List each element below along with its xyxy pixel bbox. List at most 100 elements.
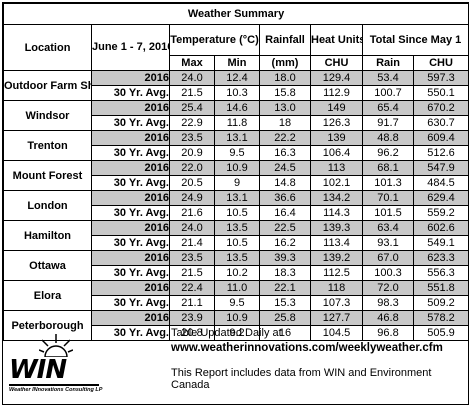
rainfall-cell: 22.2	[259, 130, 311, 146]
chu-cell: 139.2	[310, 250, 363, 266]
max-temp-cell: 21.5	[169, 85, 215, 101]
max-temp-cell: 21.6	[169, 205, 215, 221]
year-label: 2016	[91, 190, 170, 206]
min-temp-cell: 10.5	[214, 205, 260, 221]
table-row: Elora 2016 22.4 11.0 22.1 118 72.0 551.8	[3, 280, 470, 311]
header-chu: CHU	[310, 55, 363, 71]
rainfall-cell: 18.0	[259, 70, 311, 86]
year-label: 2016	[91, 250, 170, 266]
year-label: 2016	[91, 130, 170, 146]
min-temp-cell: 11.8	[214, 115, 260, 131]
total-rain-cell: 91.7	[362, 115, 414, 131]
chu-cell: 107.3	[310, 295, 363, 311]
location-name: Hamilton	[3, 220, 92, 251]
rainfall-cell: 22.1	[259, 280, 311, 296]
win-logo: WIN Weather INnovations Consulting LP	[9, 329, 103, 395]
rainfall-cell: 16.2	[259, 235, 311, 251]
year-label: 2016	[91, 160, 170, 176]
location-name: Trenton	[3, 130, 92, 161]
rainfall-cell: 24.5	[259, 160, 311, 176]
chu-cell: 129.4	[310, 70, 363, 86]
average-label: 30 Yr. Avg.	[91, 85, 170, 101]
average-label: 30 Yr. Avg.	[91, 145, 170, 161]
chu-cell: 112.9	[310, 85, 363, 101]
header-temperature: Temperature (°C)	[169, 24, 260, 56]
chu-cell: 134.2	[310, 190, 363, 206]
total-rain-cell: 93.1	[362, 235, 414, 251]
min-temp-cell: 10.2	[214, 265, 260, 281]
rainfall-cell: 15.3	[259, 295, 311, 311]
header-total-chu: CHU	[412, 55, 470, 71]
max-temp-cell: 22.9	[169, 115, 215, 131]
location-name: Outdoor Farm Show	[3, 70, 92, 101]
logo-subtitle: Weather INnovations Consulting LP	[9, 387, 103, 393]
chu-cell: 113	[310, 160, 363, 176]
min-temp-cell: 11.0	[214, 280, 260, 296]
logo-divider	[9, 384, 99, 386]
min-temp-cell: 13.5	[214, 220, 260, 236]
total-rain-cell: 63.4	[362, 220, 414, 236]
total-chu-cell: 623.3	[412, 250, 470, 266]
min-temp-cell: 13.5	[214, 250, 260, 266]
table-row: Trenton 2016 23.5 13.1 22.2 139 48.8 609.4	[3, 130, 470, 161]
header-rain: Rain	[362, 55, 414, 71]
weekly-weather-link[interactable]: www.weatherinnovations.com/weeklyweather…	[171, 342, 443, 354]
total-rain-cell: 48.8	[362, 130, 414, 146]
total-chu-cell: 551.8	[412, 280, 470, 296]
total-chu-cell: 670.2	[412, 100, 470, 116]
table-row: Outdoor Farm Show201624.012.418.0129.453…	[3, 70, 470, 101]
location-name: Peterborough	[3, 310, 92, 341]
average-label: 30 Yr. Avg.	[91, 235, 170, 251]
table-row: 30 Yr. Avg. 21.5 10.3 15.8 112.9 100.7 550.1	[4, 85, 470, 101]
table-row: 30 Yr. Avg. 21.1 9.5 15.3 107.3 98.3 509.2	[4, 295, 470, 311]
min-temp-cell: 10.3	[214, 85, 260, 101]
footer: WIN Weather INnovations Consulting LP Ta…	[3, 325, 468, 405]
total-chu-cell: 630.7	[412, 115, 470, 131]
total-rain-cell: 100.3	[362, 265, 414, 281]
chu-cell: 104.5	[310, 325, 363, 341]
table-row: London 2016 24.9 13.1 36.6 134.2 70.1 629.4	[3, 190, 470, 221]
min-temp-cell: 10.5	[214, 235, 260, 251]
max-temp-cell: 24.9	[169, 190, 215, 206]
rainfall-cell: 14.8	[259, 175, 311, 191]
min-temp-cell: 9	[214, 175, 260, 191]
year-label: 2016	[91, 70, 170, 86]
chu-cell: 139	[310, 130, 363, 146]
table-row: Peterborough 2016 23.9 10.9 25.8 127.7 46.8 578…	[3, 310, 470, 341]
table-title: Weather Summary	[2, 3, 470, 25]
total-chu-cell: 559.2	[412, 205, 470, 221]
table-row: 30 Yr. Avg. 20.8 9.2 16 104.5 96.8 505.9	[4, 325, 470, 341]
sun-icon	[39, 334, 73, 357]
header-max: Max	[169, 55, 215, 71]
rainfall-cell: 18.3	[259, 265, 311, 281]
total-rain-cell: 67.0	[362, 250, 414, 266]
max-temp-cell: 23.9	[169, 310, 215, 326]
total-chu-cell: 602.6	[412, 220, 470, 236]
chu-cell: 149	[310, 100, 363, 116]
year-label: 2016	[91, 280, 170, 296]
total-rain-cell: 98.3	[362, 295, 414, 311]
total-rain-cell: 70.1	[362, 190, 414, 206]
max-temp-cell: 20.5	[169, 175, 215, 191]
chu-cell: 113.4	[310, 235, 363, 251]
average-label: 30 Yr. Avg.	[91, 325, 170, 341]
min-temp-cell: 13.1	[214, 190, 260, 206]
average-label: 30 Yr. Avg.	[91, 205, 170, 221]
logo-text: WIN	[9, 355, 67, 385]
total-rain-cell: 101.5	[362, 205, 414, 221]
total-chu-cell: 609.4	[412, 130, 470, 146]
location-name: Mount Forest	[3, 160, 92, 191]
total-rain-cell: 72.0	[362, 280, 414, 296]
max-temp-cell: 20.9	[169, 145, 215, 161]
location-name: London	[3, 190, 92, 221]
total-chu-cell: 547.9	[412, 160, 470, 176]
total-rain-cell: 96.2	[362, 145, 414, 161]
total-chu-cell: 512.6	[412, 145, 470, 161]
average-label: 30 Yr. Avg.	[91, 295, 170, 311]
rainfall-cell: 25.8	[259, 310, 311, 326]
rainfall-cell: 16.3	[259, 145, 311, 161]
year-label: 2016	[91, 100, 170, 116]
min-temp-cell: 10.9	[214, 310, 260, 326]
total-rain-cell: 53.4	[362, 70, 414, 86]
rainfall-cell: 15.8	[259, 85, 311, 101]
